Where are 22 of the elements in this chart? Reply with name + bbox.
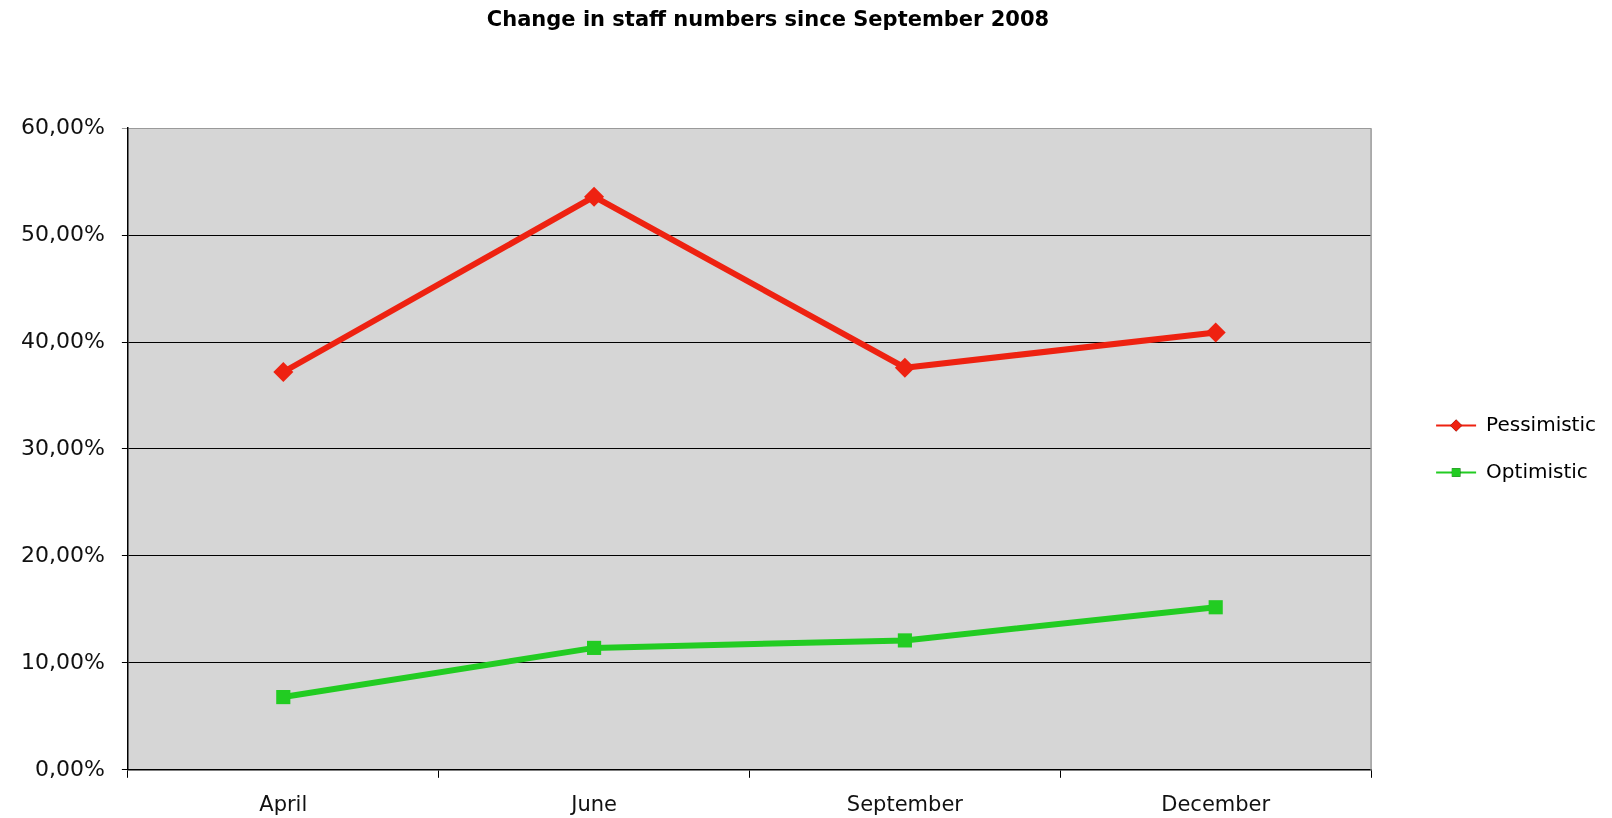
x-tick-label: September bbox=[846, 791, 964, 816]
x-tick-label: December bbox=[1161, 791, 1271, 816]
point bbox=[276, 690, 291, 705]
point bbox=[273, 362, 294, 383]
y-tick-label: 40,00% bbox=[21, 327, 105, 353]
y-tick-label: 60,00% bbox=[21, 113, 105, 139]
point bbox=[1208, 600, 1223, 615]
x-tick-label: April bbox=[259, 791, 308, 816]
legend-label: Optimistic bbox=[1486, 458, 1588, 483]
point bbox=[587, 640, 602, 655]
x-tick-label: June bbox=[569, 791, 617, 816]
y-tick-label: 10,00% bbox=[21, 648, 105, 674]
point bbox=[897, 633, 912, 648]
point bbox=[894, 357, 915, 378]
y-tick-label: 50,00% bbox=[21, 220, 105, 246]
y-tick-label: 0,00% bbox=[35, 755, 105, 781]
point bbox=[584, 186, 605, 207]
y-tick-label: 20,00% bbox=[21, 541, 105, 567]
y-tick-label: 30,00% bbox=[21, 434, 105, 460]
legend-label: Pessimistic bbox=[1486, 411, 1596, 436]
chart-title: Change in staff numbers since September 2008 bbox=[486, 7, 1050, 32]
point bbox=[1205, 322, 1226, 343]
